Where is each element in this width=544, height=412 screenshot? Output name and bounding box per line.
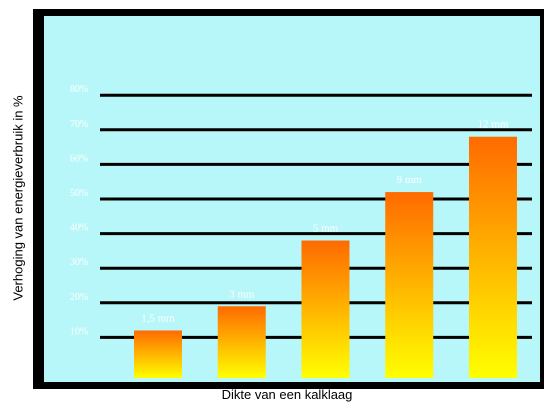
y-tick-label: 70% xyxy=(70,119,88,130)
bar xyxy=(301,240,350,378)
bar-data-label: 3 mm xyxy=(229,288,255,300)
x-axis-title: Dikte van een kalklaag xyxy=(221,387,353,402)
bar-data-label: 1,5 mm xyxy=(141,312,175,324)
bar-data-label: 9 mm xyxy=(397,174,423,186)
y-tick-label: 40% xyxy=(70,223,88,234)
bar-data-label: 5 mm xyxy=(313,223,339,235)
bar xyxy=(217,306,266,378)
y-tick-label: 60% xyxy=(70,153,88,164)
bar xyxy=(134,330,182,378)
y-tick-label: 80% xyxy=(70,84,88,95)
bars xyxy=(134,136,517,378)
y-tick-label: 20% xyxy=(70,292,88,303)
y-axis-ticks: 10% 20% 30% 40% 50% 60% 70% 80% xyxy=(70,84,88,337)
y-tick-label: 10% xyxy=(70,326,88,337)
y-axis-title: Verhoging van energieverbruik in % xyxy=(10,95,26,301)
data-labels: 1,5 mm 3 mm 5 mm 9 mm 12 mm xyxy=(141,119,509,325)
y-tick-label: 50% xyxy=(70,188,88,199)
bar xyxy=(469,136,517,378)
bar xyxy=(385,192,434,378)
bar-data-label: 12 mm xyxy=(478,119,509,131)
y-tick-label: 30% xyxy=(70,257,88,268)
